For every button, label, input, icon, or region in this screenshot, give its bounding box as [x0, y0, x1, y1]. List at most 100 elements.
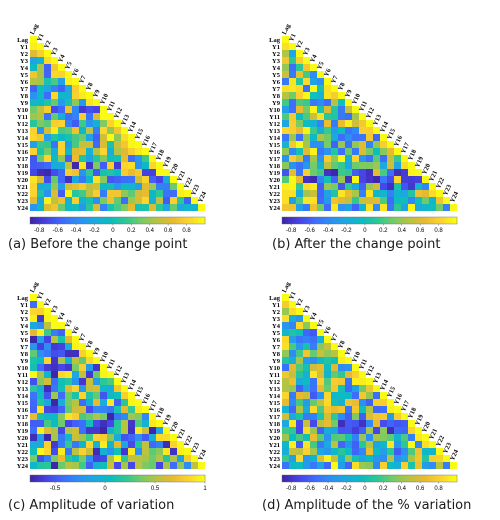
- column-label-a-11: Y11: [106, 100, 117, 113]
- heatmap-cell-c-16-13: [121, 406, 128, 413]
- heatmap-cell-b-18-15: [387, 162, 394, 169]
- column-label-b-5: Y5: [316, 60, 326, 71]
- heatmap-cell-b-19-3: [303, 169, 310, 176]
- heatmap-cell-c-12-11: [107, 378, 114, 385]
- heatmap-cell-b-20-9: [345, 176, 352, 183]
- heatmap-cell-d-17-11: [359, 413, 366, 420]
- row-label-b-24: Y24: [269, 205, 281, 212]
- colorbar-segment-b: [448, 217, 452, 224]
- colorbar-segment-b: [314, 217, 318, 224]
- colorbar-segment-d: [407, 475, 411, 482]
- heatmap-cell-a-22-3: [51, 190, 58, 197]
- heatmap-cell-a-19-4: [58, 169, 65, 176]
- colorbar-segment-d: [375, 475, 379, 482]
- heatmap-cell-d-24-15: [387, 462, 394, 469]
- heatmap-cell-d-7-1: [289, 343, 296, 350]
- heatmap-cell-b-8-5: [317, 92, 324, 99]
- heatmap-cell-c-15-7: [79, 399, 86, 406]
- heatmap-cell-c-7-0: [30, 343, 37, 350]
- colorbar-segment-d: [413, 475, 417, 482]
- heatmap-cell-c-19-2: [44, 427, 51, 434]
- heatmap-cell-c-19-13: [121, 427, 128, 434]
- heatmap-cell-c-9-3: [51, 357, 58, 364]
- heatmap-cell-c-23-1: [37, 455, 44, 462]
- heatmap-cell-c-17-8: [86, 413, 93, 420]
- row-label-c-20: Y20: [17, 435, 28, 442]
- colorbar-segment-d: [314, 475, 318, 482]
- heatmap-cell-c-19-3: [51, 427, 58, 434]
- row-label-b-10: Y10: [269, 107, 280, 114]
- colorbar-segment-c: [146, 475, 150, 482]
- heatmap-cell-b-22-16: [394, 190, 401, 197]
- row-label-d-16: Y16: [269, 407, 281, 414]
- heatmap-cell-b-10-4: [310, 106, 317, 113]
- heatmap-cell-c-17-5: [65, 413, 72, 420]
- colorbar-segment-c: [38, 475, 43, 482]
- heatmap-cell-d-18-18: [408, 420, 415, 427]
- heatmap-cell-a-17-12: [114, 155, 121, 162]
- heatmap-cell-c-22-19: [163, 448, 170, 455]
- colorbar-segment-a: [59, 217, 63, 224]
- heatmap-cell-c-12-2: [44, 378, 51, 385]
- colorbar-segment-a: [50, 217, 54, 224]
- heatmap-cell-c-14-2: [44, 392, 51, 399]
- column-label-c-10: Y10: [99, 351, 110, 364]
- colorbar-frame-d: [281, 474, 458, 483]
- heatmap-cell-c-19-0: [30, 427, 37, 434]
- heatmap-cell-c-7-3: [51, 343, 58, 350]
- heatmap-cell-b-15-14: [380, 141, 387, 148]
- heatmap-cell-c-11-3: [51, 371, 58, 378]
- colorbar-segment-c: [97, 475, 101, 482]
- column-label-b-7: Y7: [330, 74, 340, 85]
- heatmap-cell-b-13-8: [338, 127, 345, 134]
- row-label-c-10: Y10: [17, 365, 28, 372]
- row-label-a-23: Y23: [17, 198, 29, 205]
- heatmap-cell-a-9-1: [37, 99, 44, 106]
- heatmap-cell-c-19-8: [86, 427, 93, 434]
- heatmap-cell-d-19-8: [338, 427, 345, 434]
- heatmap-cell-c-13-6: [72, 385, 79, 392]
- row-label-c-18: Y18: [17, 421, 29, 428]
- heatmap-panel-c: LagY1Y2Y3Y4Y5Y6Y7Y8Y9Y10Y11Y12Y13Y14Y15Y…: [17, 280, 209, 492]
- heatmap-cell-d-22-21: [429, 448, 436, 455]
- heatmap-cell-d-14-1: [289, 392, 296, 399]
- heatmap-cell-d-9-1: [289, 357, 296, 364]
- heatmap-cell-c-21-8: [86, 441, 93, 448]
- heatmap-cell-c-5-3: [51, 329, 58, 336]
- heatmap-cell-b-23-14: [380, 197, 387, 204]
- colorbar-segment-c: [175, 475, 180, 482]
- heatmap-cell-b-23-10: [352, 197, 359, 204]
- heatmap-cell-b-23-1: [289, 197, 296, 204]
- heatmap-cell-d-16-11: [359, 406, 366, 413]
- heatmap-cell-b-20-10: [352, 176, 359, 183]
- heatmap-cell-a-24-11: [107, 204, 114, 211]
- heatmap-cell-a-24-19: [163, 204, 170, 211]
- row-label-c-15: Y15: [17, 400, 29, 407]
- heatmap-cell-a-22-20: [170, 190, 177, 197]
- heatmap-cell-d-20-1: [289, 434, 296, 441]
- heatmap-cell-d-20-13: [373, 434, 380, 441]
- row-label-b-23: Y23: [269, 198, 281, 205]
- heatmap-cell-c-20-7: [79, 434, 86, 441]
- heatmap-cell-d-14-13: [373, 392, 380, 399]
- heatmap-cell-b-7-6: [324, 85, 331, 92]
- colorbar-segment-d: [378, 475, 382, 482]
- heatmap-cell-c-11-8: [86, 371, 93, 378]
- heatmap-cell-c-22-20: [170, 448, 177, 455]
- heatmap-cell-a-20-0: [30, 176, 37, 183]
- heatmap-cell-d-12-4: [310, 378, 317, 385]
- heatmap-cell-b-15-13: [373, 141, 380, 148]
- heatmap-cell-d-17-6: [324, 413, 331, 420]
- colorbar-segment-b: [416, 217, 420, 224]
- heatmap-cell-b-22-15: [387, 190, 394, 197]
- column-label-d-9: Y9: [344, 346, 354, 357]
- colorbar-segment-b: [325, 217, 330, 224]
- heatmap-cell-b-20-17: [401, 176, 408, 183]
- heatmap-cell-a-24-22: [184, 204, 191, 211]
- caption-c: (c) Amplitude of variation: [8, 498, 175, 513]
- colorbar-segment-c: [132, 475, 136, 482]
- colorbar-segment-d: [419, 475, 423, 482]
- heatmap-cell-d-20-10: [352, 434, 359, 441]
- heatmap-cell-b-5-4: [310, 71, 317, 78]
- heatmap-cell-b-24-21: [429, 204, 436, 211]
